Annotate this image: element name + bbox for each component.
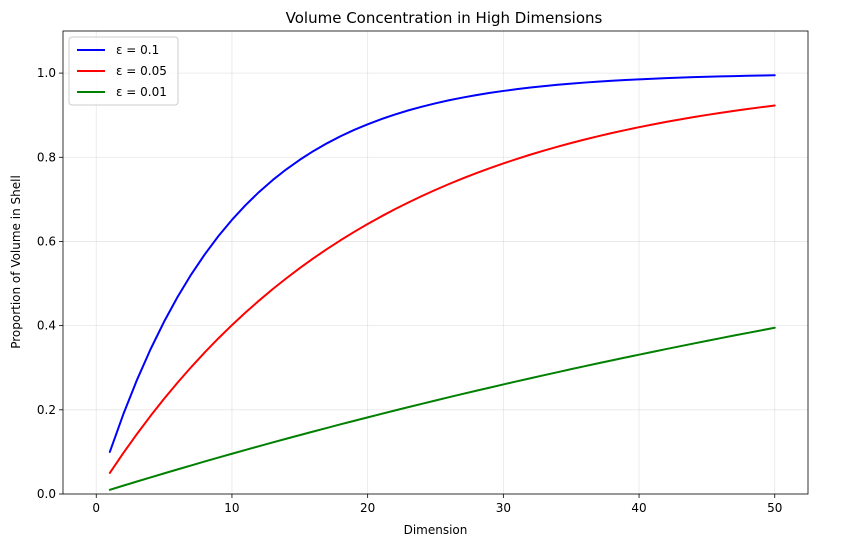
x-tick-label: 50 [767,501,782,515]
y-tick-label: 0.0 [37,487,56,501]
y-axis-label: Proportion of Volume in Shell [9,175,23,349]
legend-label: ε = 0.1 [116,43,159,57]
series-group [108,74,776,491]
y-tick-label: 0.4 [37,319,56,333]
grid [63,31,808,495]
legend-label: ε = 0.05 [116,64,167,78]
plot-frame [62,30,809,495]
axis-ticks: 0 10 20 30 40 50 0.0 0.2 0.4 0.6 0.8 1.0 [37,66,782,515]
x-axis-label: Dimension [404,523,468,537]
legend: ε = 0.1 ε = 0.05 ε = 0.01 [68,36,179,106]
y-tick-label: 0.6 [37,234,56,248]
series-line-2 [108,104,776,474]
x-tick-label: 20 [360,501,375,515]
y-tick-label: 0.2 [37,403,56,417]
legend-box [68,36,179,106]
x-tick-label: 40 [631,501,646,515]
legend-label: ε = 0.01 [116,85,167,99]
y-tick-label: 0.8 [37,150,56,164]
y-tick-label: 1.0 [37,66,56,80]
series-line-1 [108,74,776,453]
x-tick-label: 10 [224,501,239,515]
series-line-3 [108,326,776,491]
chart-title: Volume Concentration in High Dimensions [286,9,603,27]
x-tick-label: 0 [92,501,100,515]
x-tick-label: 30 [496,501,511,515]
